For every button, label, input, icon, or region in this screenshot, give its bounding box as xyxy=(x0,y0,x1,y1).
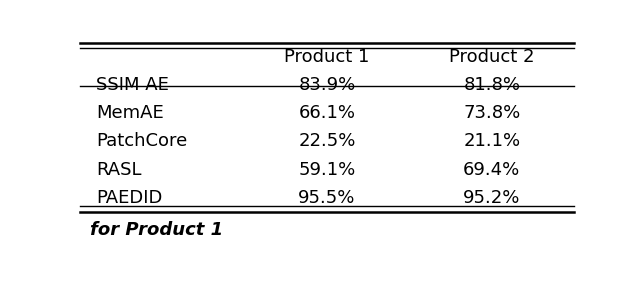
Text: for Product 1: for Product 1 xyxy=(89,221,223,239)
